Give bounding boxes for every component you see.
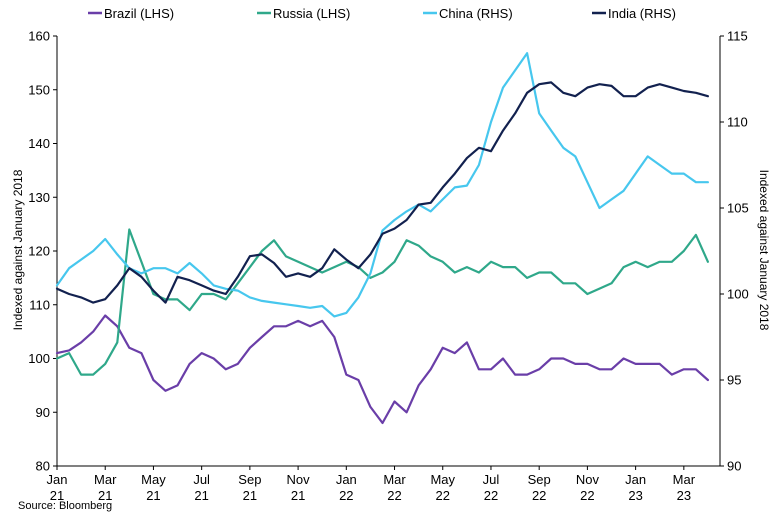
left-tick-label: 100 bbox=[28, 351, 50, 366]
x-tick-label: Jan 21 bbox=[47, 472, 68, 503]
right-tick-label: 105 bbox=[727, 201, 749, 216]
right-tick-label: 110 bbox=[727, 115, 748, 130]
x-tick-label: Mar 23 bbox=[673, 472, 696, 503]
x-tick-label: Mar 21 bbox=[94, 472, 117, 503]
x-tick-year: 21 bbox=[194, 488, 208, 503]
x-tick-month: Nov bbox=[576, 472, 600, 487]
left-axis-title: Indexed against January 2018 bbox=[11, 169, 25, 330]
series-line-brazil bbox=[55, 314, 710, 425]
x-tick-label: May 21 bbox=[141, 472, 166, 503]
x-tick-year: 21 bbox=[291, 488, 305, 503]
left-axis-ticks: 80 90 100 110 120 130 140 150 160 bbox=[28, 29, 57, 474]
x-tick-year: 22 bbox=[580, 488, 594, 503]
series-line-russia bbox=[55, 228, 710, 376]
x-tick-label: Jan 22 bbox=[336, 472, 357, 503]
x-tick-month: Jul bbox=[483, 472, 500, 487]
series-lines bbox=[55, 52, 710, 425]
x-tick-year: 21 bbox=[98, 488, 112, 503]
left-tick-label: 80 bbox=[36, 459, 50, 474]
x-tick-year: 21 bbox=[146, 488, 160, 503]
x-tick-month: May bbox=[141, 472, 166, 487]
x-tick-month: Mar bbox=[94, 472, 117, 487]
x-tick-month: Jan bbox=[47, 472, 68, 487]
x-tick-year: 23 bbox=[677, 488, 691, 503]
right-tick-label: 115 bbox=[727, 29, 748, 44]
series-line-india bbox=[55, 81, 710, 304]
x-tick-year: 22 bbox=[484, 488, 498, 503]
legend-label-india: India (RHS) bbox=[608, 6, 676, 21]
left-tick-label: 150 bbox=[28, 82, 50, 97]
left-tick-label: 90 bbox=[36, 405, 50, 420]
x-tick-month: May bbox=[430, 472, 455, 487]
x-tick-label: May 22 bbox=[430, 472, 455, 503]
legend-label-russia: Russia (LHS) bbox=[273, 6, 350, 21]
right-tick-label: 95 bbox=[727, 373, 741, 388]
left-tick-label: 110 bbox=[29, 297, 50, 312]
x-tick-year: 22 bbox=[532, 488, 546, 503]
legend: Brazil (LHS) Russia (LHS) China (RHS) India… bbox=[88, 6, 676, 21]
right-tick-label: 90 bbox=[727, 459, 741, 474]
x-tick-label: Jan 23 bbox=[625, 472, 646, 503]
x-tick-month: Mar bbox=[383, 472, 406, 487]
x-tick-year: 21 bbox=[243, 488, 257, 503]
x-tick-month: Sep bbox=[238, 472, 261, 487]
right-axis-ticks: 90 95 100 105 110 115 bbox=[720, 29, 749, 474]
x-tick-year: 22 bbox=[436, 488, 450, 503]
x-tick-year: 21 bbox=[50, 488, 64, 503]
series-line-china bbox=[55, 52, 710, 318]
x-tick-label: Nov 21 bbox=[287, 472, 311, 503]
left-tick-label: 160 bbox=[28, 29, 50, 44]
x-tick-label: Nov 22 bbox=[576, 472, 600, 503]
left-tick-label: 120 bbox=[28, 244, 50, 259]
x-tick-label: Sep 22 bbox=[528, 472, 551, 503]
x-tick-month: Jul bbox=[193, 472, 210, 487]
right-axis-title: Indexed against January 2018 bbox=[757, 170, 770, 331]
left-tick-label: 130 bbox=[28, 190, 50, 205]
legend-label-china: China (RHS) bbox=[439, 6, 513, 21]
right-tick-label: 100 bbox=[727, 287, 749, 302]
left-tick-label: 140 bbox=[28, 136, 50, 151]
x-tick-month: Mar bbox=[673, 472, 696, 487]
x-tick-month: Jan bbox=[625, 472, 646, 487]
x-tick-label: Jul 21 bbox=[193, 472, 210, 503]
x-tick-label: Sep 21 bbox=[238, 472, 261, 503]
x-tick-month: Nov bbox=[287, 472, 311, 487]
legend-label-brazil: Brazil (LHS) bbox=[104, 6, 174, 21]
x-tick-year: 22 bbox=[387, 488, 401, 503]
source-note: Source: Bloomberg bbox=[18, 500, 113, 512]
x-tick-month: Jan bbox=[336, 472, 357, 487]
x-tick-month: Sep bbox=[528, 472, 551, 487]
x-tick-label: Mar 22 bbox=[383, 472, 406, 503]
x-tick-label: Jul 22 bbox=[483, 472, 500, 503]
x-tick-year: 22 bbox=[339, 488, 353, 503]
x-tick-year: 23 bbox=[628, 488, 642, 503]
